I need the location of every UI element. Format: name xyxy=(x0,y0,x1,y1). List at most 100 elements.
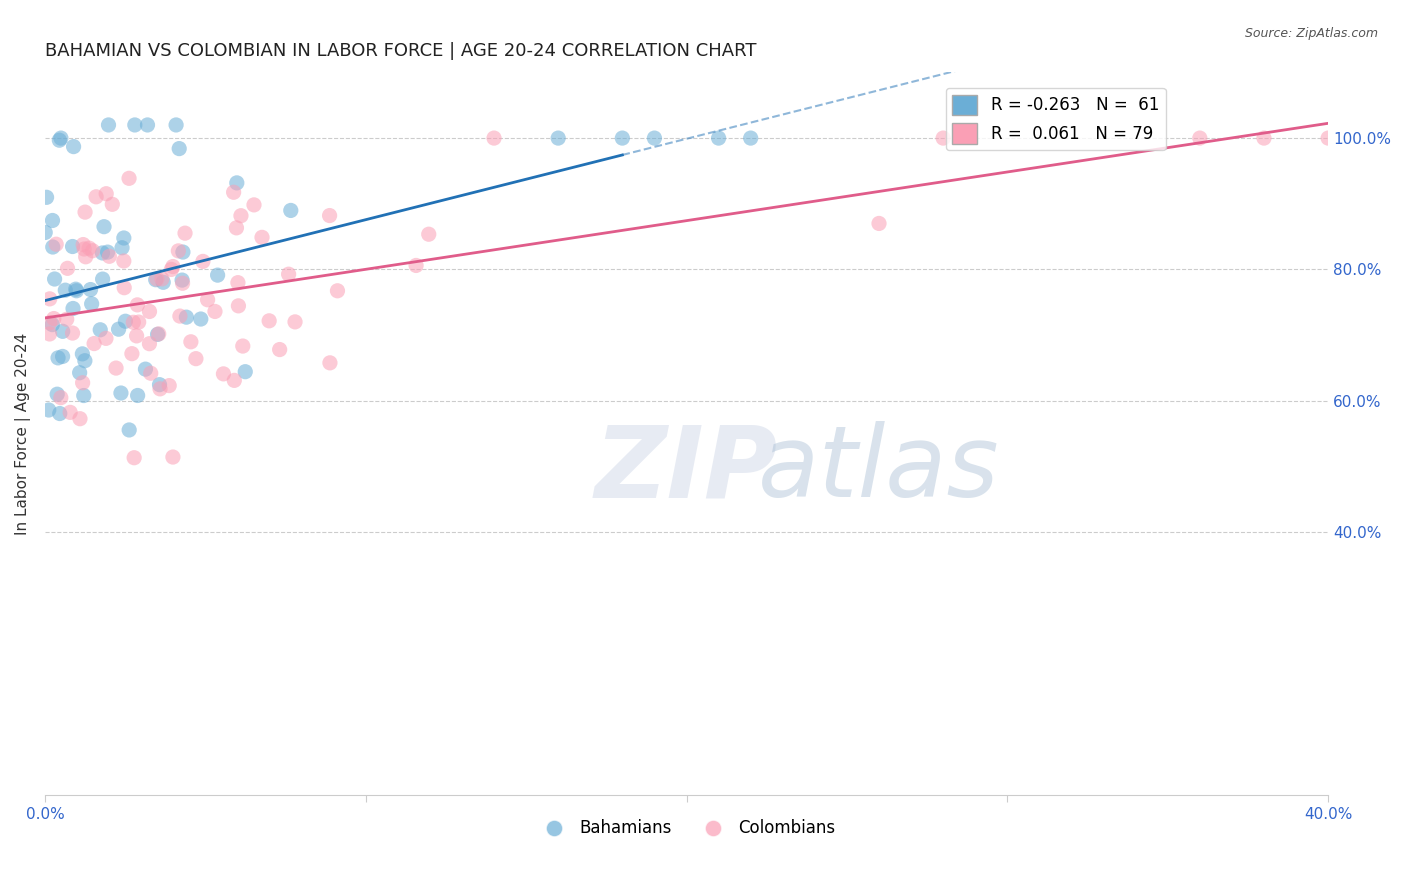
Colombians xyxy=(162,450,184,464)
Colombians xyxy=(69,411,91,425)
Colombians xyxy=(127,298,149,312)
Bahamians xyxy=(52,350,75,364)
Bahamians xyxy=(49,131,72,145)
Bahamians xyxy=(91,246,114,260)
Colombians xyxy=(138,304,160,318)
Colombians xyxy=(139,366,162,380)
Colombians xyxy=(212,367,235,381)
Colombians xyxy=(157,378,180,392)
Colombians xyxy=(62,326,84,340)
Bahamians xyxy=(79,283,101,297)
Bahamians xyxy=(152,275,174,289)
Bahamians xyxy=(190,312,212,326)
Bahamians xyxy=(80,297,103,311)
Bahamians xyxy=(97,118,120,132)
Colombians xyxy=(84,190,107,204)
Bahamians xyxy=(111,241,134,255)
Bahamians xyxy=(643,131,665,145)
Colombians xyxy=(226,276,249,290)
Colombians xyxy=(101,197,124,211)
Colombians xyxy=(225,220,247,235)
Colombians xyxy=(148,326,170,341)
Colombians xyxy=(232,339,254,353)
Colombians xyxy=(269,343,291,357)
Bahamians xyxy=(124,118,146,132)
Colombians xyxy=(146,272,169,286)
Colombians xyxy=(277,267,299,281)
Colombians xyxy=(112,281,135,295)
Colombians xyxy=(405,259,427,273)
Colombians xyxy=(94,331,117,345)
Colombians xyxy=(55,312,77,326)
Colombians xyxy=(180,334,202,349)
Bahamians xyxy=(35,190,58,204)
Colombians xyxy=(125,329,148,343)
Legend: Bahamians, Colombians: Bahamians, Colombians xyxy=(531,813,842,844)
Colombians xyxy=(169,309,191,323)
Bahamians xyxy=(207,268,229,282)
Colombians xyxy=(121,346,143,360)
Colombians xyxy=(1317,131,1340,145)
Bahamians xyxy=(62,301,84,316)
Colombians xyxy=(243,198,266,212)
Colombians xyxy=(150,272,173,286)
Colombians xyxy=(204,304,226,318)
Bahamians xyxy=(148,377,170,392)
Bahamians xyxy=(167,142,190,156)
Bahamians xyxy=(91,272,114,286)
Bahamians xyxy=(136,118,159,132)
Colombians xyxy=(318,209,340,223)
Bahamians xyxy=(34,226,56,240)
Colombians xyxy=(172,277,194,291)
Colombians xyxy=(83,336,105,351)
Colombians xyxy=(160,262,183,277)
Colombians xyxy=(1253,131,1275,145)
Bahamians xyxy=(134,362,156,376)
Bahamians xyxy=(46,387,69,401)
Bahamians xyxy=(165,118,187,132)
Colombians xyxy=(224,373,246,387)
Colombians xyxy=(128,315,150,329)
Colombians xyxy=(98,249,121,263)
Colombians xyxy=(932,131,955,145)
Bahamians xyxy=(93,219,115,234)
Bahamians xyxy=(52,324,75,338)
Colombians xyxy=(326,284,349,298)
Bahamians xyxy=(65,282,87,296)
Bahamians xyxy=(118,423,141,437)
Bahamians xyxy=(53,283,76,297)
Colombians xyxy=(75,250,97,264)
Colombians xyxy=(418,227,440,242)
Bahamians xyxy=(62,139,84,153)
Bahamians xyxy=(112,231,135,245)
Colombians xyxy=(184,351,207,366)
Bahamians xyxy=(225,176,247,190)
Colombians xyxy=(138,336,160,351)
Colombians xyxy=(56,261,79,276)
Bahamians xyxy=(707,131,730,145)
Bahamians xyxy=(740,131,762,145)
Colombians xyxy=(59,405,82,419)
Colombians xyxy=(122,450,145,465)
Bahamians xyxy=(72,347,94,361)
Colombians xyxy=(38,292,60,306)
Bahamians xyxy=(280,203,302,218)
Colombians xyxy=(482,131,505,145)
Colombians xyxy=(174,226,197,240)
Colombians xyxy=(77,241,100,255)
Colombians xyxy=(38,326,60,341)
Colombians xyxy=(149,382,172,396)
Bahamians xyxy=(48,407,70,421)
Colombians xyxy=(72,376,94,390)
Colombians xyxy=(73,242,96,256)
Colombians xyxy=(197,293,219,307)
Colombians xyxy=(257,314,280,328)
Colombians xyxy=(122,315,145,329)
Colombians xyxy=(191,254,214,268)
Bahamians xyxy=(114,314,136,328)
Bahamians xyxy=(176,310,198,325)
Bahamians xyxy=(62,239,84,253)
Bahamians xyxy=(97,245,120,260)
Bahamians xyxy=(73,388,96,402)
Colombians xyxy=(228,299,250,313)
